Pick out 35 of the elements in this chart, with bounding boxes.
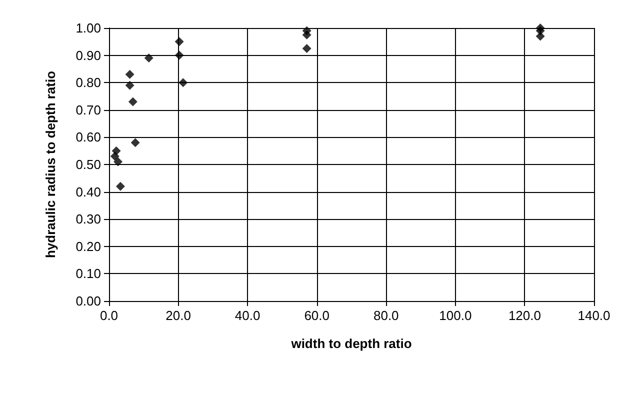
y-tick-label: 0.50 bbox=[76, 157, 101, 172]
point bbox=[174, 50, 184, 60]
point bbox=[110, 152, 120, 161]
x-tick-label: 0.0 bbox=[100, 308, 118, 323]
point bbox=[128, 97, 138, 106]
y-tick-label: 0.80 bbox=[76, 75, 101, 90]
point bbox=[116, 182, 125, 191]
point bbox=[125, 80, 134, 90]
y-tick-label: 1.00 bbox=[76, 20, 101, 36]
point bbox=[144, 54, 154, 63]
y-tick-label: 0.60 bbox=[76, 130, 101, 145]
y-tick-label: 0.30 bbox=[76, 212, 101, 227]
y-tick-label: 0.00 bbox=[76, 294, 101, 308]
y-tick-label: 0.90 bbox=[76, 48, 101, 63]
point bbox=[302, 30, 312, 40]
point bbox=[114, 157, 123, 166]
y-tick-label: 0.10 bbox=[76, 266, 101, 282]
point bbox=[178, 78, 188, 88]
point bbox=[130, 138, 140, 148]
y-axis-title: hydraulic radius to depth ratio bbox=[43, 70, 58, 258]
point bbox=[174, 37, 184, 46]
point bbox=[125, 70, 134, 79]
x-tick-label: 20.0 bbox=[166, 308, 191, 323]
x-tick-label: 100.0 bbox=[439, 308, 472, 323]
x-tick-label: 120.0 bbox=[508, 308, 541, 323]
y-tick-label: 0.40 bbox=[76, 184, 101, 200]
y-tick-label: 0.20 bbox=[76, 238, 101, 254]
x-tick-label: 80.0 bbox=[373, 308, 399, 323]
x-tick-label: 40.0 bbox=[234, 308, 260, 323]
point bbox=[536, 32, 545, 41]
x-tick-label: 60.0 bbox=[304, 308, 330, 323]
point bbox=[302, 44, 312, 53]
y-tick-label: 0.70 bbox=[76, 102, 101, 118]
x-axis-title: width to depth ratio bbox=[290, 336, 412, 351]
x-tick-label: 140.0 bbox=[578, 308, 610, 323]
